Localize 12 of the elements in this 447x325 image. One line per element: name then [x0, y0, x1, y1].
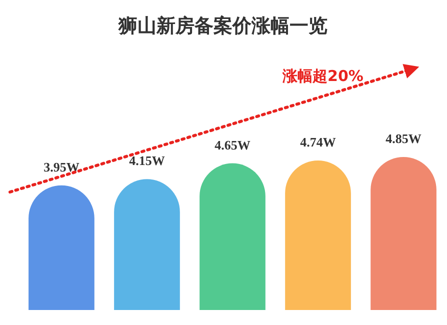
chart-title: 狮山新房备案价涨幅一览 — [118, 15, 328, 37]
data-label: 4.74W — [300, 134, 336, 150]
data-label: 4.15W — [129, 153, 165, 168]
text: 涨幅超20% — [282, 67, 364, 85]
bar — [370, 157, 436, 310]
data-label: 4.85W — [386, 131, 422, 146]
bar — [28, 185, 94, 310]
data-label: 3.95W — [44, 159, 80, 174]
bar — [200, 163, 266, 310]
data-label: 4.65W — [214, 137, 250, 152]
bar — [285, 160, 351, 310]
bar — [114, 179, 180, 310]
